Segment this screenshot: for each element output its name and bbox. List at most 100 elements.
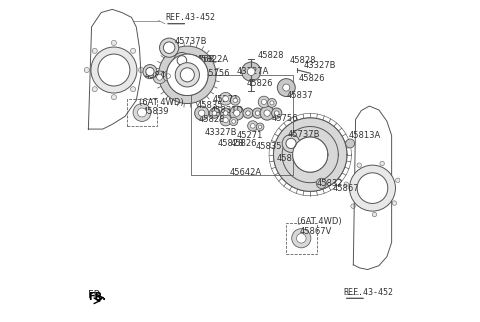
Text: 45813A: 45813A [348, 131, 381, 140]
Circle shape [392, 201, 396, 205]
Circle shape [159, 38, 179, 57]
Circle shape [346, 139, 355, 148]
Text: 45831D: 45831D [211, 106, 244, 115]
Circle shape [146, 68, 154, 76]
Circle shape [275, 111, 279, 115]
Circle shape [255, 111, 260, 115]
Circle shape [133, 104, 151, 121]
Text: 45822A: 45822A [197, 55, 229, 64]
Text: 45737B: 45737B [175, 37, 207, 46]
Circle shape [199, 110, 205, 116]
Circle shape [258, 125, 262, 128]
Circle shape [248, 121, 258, 131]
Text: 45835: 45835 [197, 101, 223, 110]
Text: 45828: 45828 [217, 139, 244, 148]
Circle shape [297, 233, 306, 243]
Circle shape [234, 110, 240, 116]
Text: 45826: 45826 [246, 79, 273, 88]
Circle shape [175, 63, 200, 87]
Circle shape [131, 48, 136, 53]
Text: 45737B: 45737B [287, 130, 320, 139]
Circle shape [246, 111, 250, 115]
Text: 45835: 45835 [256, 142, 282, 151]
Circle shape [251, 124, 255, 128]
Text: 45826: 45826 [299, 74, 325, 83]
Circle shape [264, 110, 270, 116]
Circle shape [256, 123, 264, 131]
Circle shape [283, 84, 290, 91]
Circle shape [163, 71, 173, 81]
Circle shape [163, 42, 175, 53]
Circle shape [267, 99, 276, 107]
Text: REF.43-452: REF.43-452 [344, 288, 394, 297]
Circle shape [241, 62, 261, 81]
Text: FR.: FR. [88, 292, 107, 302]
Circle shape [282, 135, 300, 152]
Text: 45837: 45837 [286, 91, 313, 100]
Bar [191, 75, 293, 175]
Text: 45828: 45828 [289, 56, 316, 65]
Text: 45686B: 45686B [182, 55, 215, 64]
Circle shape [258, 96, 270, 108]
Circle shape [261, 99, 266, 105]
Circle shape [380, 161, 384, 166]
Circle shape [229, 117, 238, 126]
Text: 45271: 45271 [213, 95, 239, 104]
Circle shape [232, 119, 236, 123]
Circle shape [316, 178, 326, 188]
Circle shape [167, 54, 208, 96]
Circle shape [212, 111, 217, 115]
Circle shape [292, 229, 311, 248]
Text: 45826: 45826 [231, 139, 258, 148]
Text: 45828: 45828 [199, 115, 225, 124]
Circle shape [219, 92, 232, 105]
Circle shape [372, 212, 377, 217]
Text: 43327A: 43327A [237, 67, 269, 76]
Circle shape [230, 106, 244, 120]
Text: 45839: 45839 [143, 107, 169, 116]
Text: 45756: 45756 [204, 69, 230, 78]
Circle shape [277, 79, 295, 97]
Circle shape [260, 106, 274, 120]
Text: 45867T: 45867T [333, 184, 364, 193]
Circle shape [84, 68, 89, 72]
Circle shape [177, 56, 187, 65]
Circle shape [138, 108, 146, 117]
Circle shape [92, 87, 97, 92]
Circle shape [351, 204, 355, 208]
Text: 45840A: 45840A [144, 71, 176, 80]
Circle shape [223, 111, 228, 115]
Text: 45271: 45271 [236, 131, 263, 140]
Text: 45756: 45756 [272, 114, 299, 123]
Circle shape [98, 54, 130, 86]
Circle shape [357, 173, 388, 204]
Circle shape [156, 74, 162, 80]
Circle shape [139, 68, 144, 72]
Circle shape [252, 108, 263, 118]
Circle shape [344, 182, 348, 186]
Circle shape [243, 108, 253, 118]
Circle shape [220, 108, 231, 118]
Text: 45642A: 45642A [230, 168, 262, 177]
Circle shape [92, 48, 97, 53]
Circle shape [233, 98, 238, 102]
Text: 45822: 45822 [277, 154, 303, 163]
Circle shape [111, 40, 117, 45]
Circle shape [396, 178, 400, 183]
Circle shape [220, 114, 231, 126]
Polygon shape [158, 46, 216, 104]
Circle shape [349, 165, 396, 211]
Circle shape [270, 101, 274, 105]
Circle shape [223, 96, 228, 102]
Circle shape [143, 65, 157, 79]
Text: 43327B: 43327B [304, 61, 336, 70]
Text: 45828: 45828 [258, 52, 284, 61]
Circle shape [91, 47, 137, 93]
Circle shape [195, 106, 209, 120]
Circle shape [131, 87, 136, 92]
Circle shape [357, 163, 361, 167]
Circle shape [153, 71, 166, 84]
Text: REF.43-452: REF.43-452 [165, 13, 215, 22]
Text: 43327B: 43327B [204, 128, 237, 137]
Circle shape [223, 118, 228, 123]
